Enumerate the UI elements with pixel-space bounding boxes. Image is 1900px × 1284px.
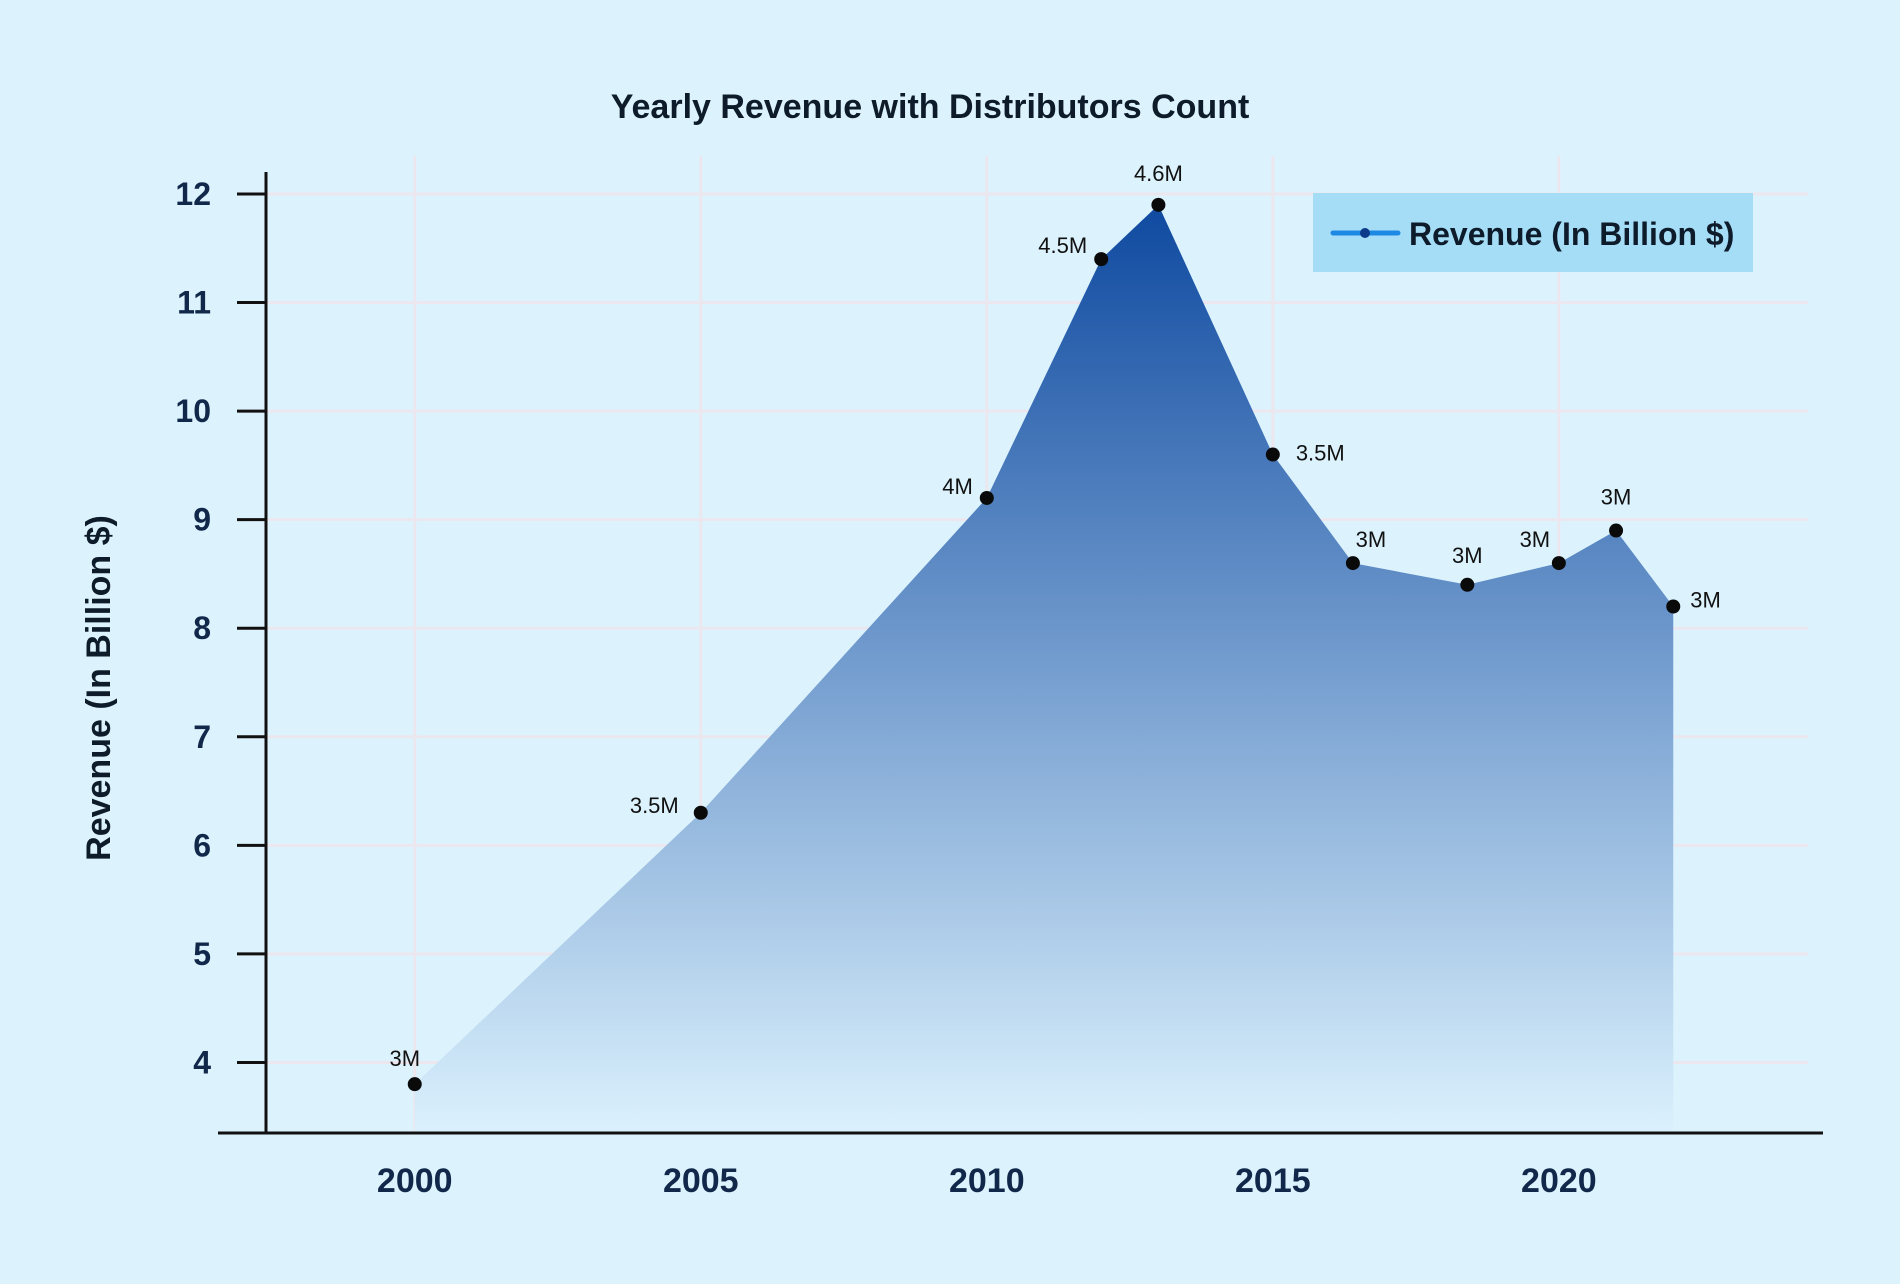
y-tick-label: 6 bbox=[193, 827, 211, 863]
data-point[interactable] bbox=[1265, 447, 1280, 462]
data-label: 3M bbox=[1601, 485, 1632, 510]
x-tick-label: 2005 bbox=[663, 1162, 739, 1200]
legend-label: Revenue (In Billion $) bbox=[1409, 216, 1734, 252]
x-tick-label: 2000 bbox=[377, 1162, 453, 1200]
data-point[interactable] bbox=[1094, 252, 1109, 267]
data-label: 4M bbox=[942, 474, 973, 499]
data-label: 4.5M bbox=[1038, 233, 1087, 258]
data-label: 3.5M bbox=[1296, 441, 1345, 466]
y-tick-label: 4 bbox=[193, 1044, 211, 1080]
area-layer bbox=[414, 204, 1674, 1134]
data-point[interactable] bbox=[1345, 556, 1360, 571]
y-tick-label: 8 bbox=[193, 610, 211, 646]
data-label: 3M bbox=[389, 1046, 420, 1071]
data-label: 3M bbox=[1452, 543, 1483, 568]
data-point[interactable] bbox=[693, 805, 708, 820]
y-tick-label: 10 bbox=[175, 393, 211, 429]
y-tick-label: 11 bbox=[177, 285, 211, 321]
revenue-area bbox=[414, 204, 1674, 1134]
data-label: 4.6M bbox=[1134, 161, 1183, 186]
y-tick-label: 12 bbox=[175, 176, 211, 212]
legend[interactable]: Revenue (In Billion $) bbox=[1313, 193, 1753, 272]
data-label: 3M bbox=[1356, 527, 1387, 552]
y-axis-title: Revenue (In Billion $) bbox=[80, 515, 118, 861]
data-point[interactable] bbox=[1666, 599, 1681, 614]
axes: 4 5 6 7 8 9 10 11 12 2000 2005 2010 2015 2020 bbox=[175, 172, 1823, 1200]
data-point[interactable] bbox=[1460, 577, 1475, 592]
data-point[interactable] bbox=[407, 1077, 422, 1092]
data-points bbox=[407, 197, 1681, 1092]
data-point[interactable] bbox=[1151, 197, 1166, 212]
data-label: 3M bbox=[1690, 588, 1721, 613]
y-tick-label: 7 bbox=[193, 719, 211, 755]
data-labels: 3M 3.5M 4M 4.5M 4.6M 3.5M 3M 3M 3M 3M 3M bbox=[389, 161, 1720, 1071]
x-tick-label: 2015 bbox=[1235, 1162, 1311, 1200]
data-label: 3M bbox=[1520, 527, 1551, 552]
y-tick-label: 9 bbox=[193, 502, 211, 538]
x-tick-label: 2010 bbox=[949, 1162, 1025, 1200]
x-tick-label: 2020 bbox=[1521, 1162, 1597, 1200]
y-tick-label: 5 bbox=[193, 936, 211, 972]
data-point[interactable] bbox=[1551, 556, 1566, 571]
legend-marker-icon bbox=[1360, 228, 1370, 238]
data-point[interactable] bbox=[979, 490, 994, 505]
data-label: 3.5M bbox=[630, 793, 679, 818]
data-point[interactable] bbox=[1609, 523, 1624, 538]
chart-title: Yearly Revenue with Distributors Count bbox=[611, 88, 1250, 126]
